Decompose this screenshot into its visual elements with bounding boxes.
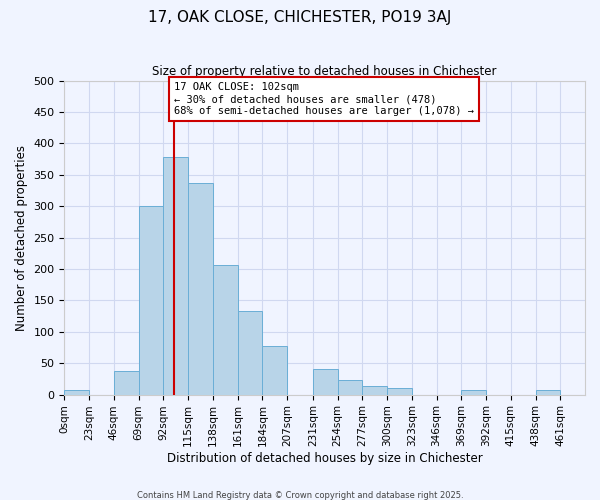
Text: Contains HM Land Registry data © Crown copyright and database right 2025.: Contains HM Land Registry data © Crown c… [137,490,463,500]
Bar [139,206,163,394]
Bar [213,264,238,394]
Bar [338,380,362,394]
Bar [461,390,486,394]
Bar [387,388,412,394]
Title: Size of property relative to detached houses in Chichester: Size of property relative to detached ho… [152,65,497,78]
Text: 17, OAK CLOSE, CHICHESTER, PO19 3AJ: 17, OAK CLOSE, CHICHESTER, PO19 3AJ [148,10,452,25]
Y-axis label: Number of detached properties: Number of detached properties [15,144,28,330]
Bar [64,390,89,394]
Bar [362,386,387,394]
Text: 17 OAK CLOSE: 102sqm
← 30% of detached houses are smaller (478)
68% of semi-deta: 17 OAK CLOSE: 102sqm ← 30% of detached h… [174,82,474,116]
Bar [163,157,188,394]
Bar [262,346,287,395]
Bar [313,370,338,394]
Bar [114,372,139,394]
Bar [188,183,213,394]
X-axis label: Distribution of detached houses by size in Chichester: Distribution of detached houses by size … [167,452,482,465]
Bar [238,311,262,394]
Bar [536,390,560,394]
